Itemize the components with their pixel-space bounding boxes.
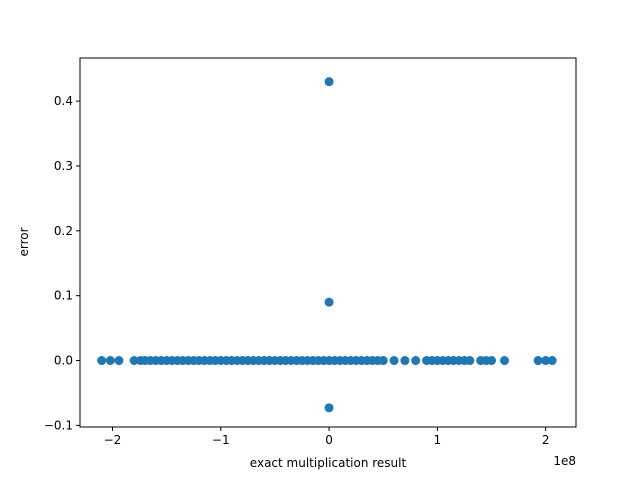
y-axis-label: error <box>17 227 31 256</box>
plot-area-frame <box>79 57 577 428</box>
x-tick-label: 1 <box>434 433 442 447</box>
x-axis-offset-label: 1e8 <box>553 454 576 468</box>
data-point <box>541 356 551 366</box>
data-point <box>487 356 497 366</box>
data-point <box>500 356 510 366</box>
data-point <box>400 356 410 366</box>
y-tick-label: 0.4 <box>54 94 73 108</box>
data-point <box>389 356 399 366</box>
data-point <box>533 356 543 366</box>
y-axis-ticks: −0.1 0.0 0.1 0.2 0.3 0.4 <box>44 94 80 432</box>
data-point <box>324 403 334 413</box>
y-tick-label: 0.3 <box>54 159 73 173</box>
data-point <box>411 356 421 366</box>
x-tick-label: −1 <box>212 433 230 447</box>
data-point <box>465 356 475 366</box>
data-point <box>114 356 124 366</box>
y-tick-label: 0.0 <box>54 354 73 368</box>
data-point <box>378 356 388 366</box>
data-point <box>97 356 107 366</box>
x-axis-ticks: −2 −1 0 1 2 <box>104 427 550 447</box>
data-points <box>97 77 557 413</box>
data-point <box>105 356 115 366</box>
data-point <box>324 297 334 307</box>
data-point <box>547 356 557 366</box>
y-tick-label: 0.2 <box>54 224 73 238</box>
data-point <box>324 77 334 87</box>
x-tick-label: 2 <box>542 433 550 447</box>
x-axis-label: exact multiplication result <box>250 456 407 470</box>
x-tick-label: 0 <box>325 433 333 447</box>
y-tick-label: 0.1 <box>54 289 73 303</box>
data-point <box>129 356 139 366</box>
y-tick-label: −0.1 <box>44 418 73 432</box>
x-tick-label: −2 <box>104 433 122 447</box>
